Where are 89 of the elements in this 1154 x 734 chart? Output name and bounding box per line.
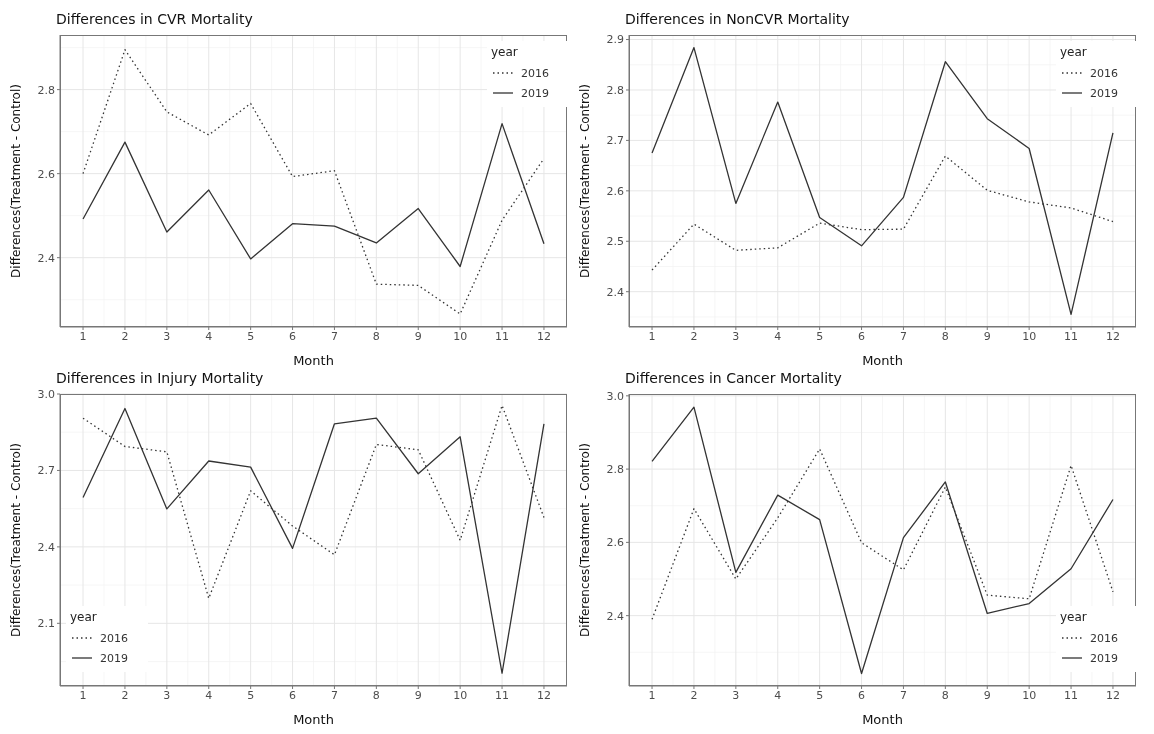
y-tick-label: 2.8: [606, 83, 624, 97]
x-tick-label: 6: [289, 688, 297, 702]
y-tick-label: 2.1: [37, 617, 55, 631]
x-tick-label: 10: [453, 329, 468, 343]
x-tick-label: 5: [247, 688, 255, 702]
x-tick-label: 7: [899, 688, 907, 702]
x-tick-label: 6: [858, 329, 866, 343]
y-axis-title: Differences(Treatment - Control): [9, 84, 24, 278]
y-tick-label: 2.4: [37, 251, 55, 265]
x-tick-label: 9: [983, 688, 991, 702]
legend-title: year: [70, 610, 98, 624]
chart-title: Differences in CVR Mortality: [55, 10, 254, 29]
chart-title: Differences in Injury Mortality: [55, 369, 265, 388]
x-tick-label: 6: [289, 329, 297, 343]
x-tick-label: 1: [79, 329, 87, 343]
x-tick-label: 2: [690, 688, 698, 702]
x-tick-label: 10: [1022, 329, 1037, 343]
x-axis-title: Month: [293, 353, 334, 368]
x-tick-label: 12: [536, 688, 551, 702]
x-axis-title: Month: [862, 712, 903, 727]
x-tick-label: 9: [414, 329, 422, 343]
legend-title: year: [1060, 610, 1088, 624]
x-tick-label: 7: [330, 688, 338, 702]
x-tick-label: 12: [1105, 329, 1120, 343]
x-tick-label: 4: [205, 688, 213, 702]
y-tick-label: 3.0: [606, 389, 624, 403]
y-tick-label: 2.4: [606, 285, 624, 299]
x-tick-label: 11: [495, 329, 510, 343]
x-tick-label: 4: [205, 329, 213, 343]
legend-label: 2019: [521, 86, 549, 100]
legend-label: 2019: [100, 651, 128, 665]
x-tick-label: 11: [1064, 688, 1079, 702]
y-axis-title: Differences(Treatment - Control): [9, 443, 24, 637]
x-tick-label: 7: [899, 329, 907, 343]
x-tick-label: 4: [774, 329, 782, 343]
x-tick-label: 1: [79, 688, 87, 702]
y-tick-label: 2.8: [606, 463, 624, 477]
y-tick-label: 2.7: [37, 464, 55, 478]
x-tick-label: 2: [121, 688, 129, 702]
x-tick-label: 11: [495, 688, 510, 702]
x-tick-label: 9: [983, 329, 991, 343]
y-axis-title: Differences(Treatment - Control): [578, 443, 593, 637]
chart-title: Differences in Cancer Mortality: [624, 369, 843, 388]
x-tick-label: 4: [774, 688, 782, 702]
y-tick-label: 2.6: [37, 167, 55, 181]
x-tick-label: 10: [453, 688, 468, 702]
y-axis-title: Differences(Treatment - Control): [578, 84, 593, 278]
y-tick-label: 2.4: [606, 609, 624, 623]
y-tick-label: 3.0: [37, 387, 55, 401]
x-tick-label: 12: [536, 329, 551, 343]
x-tick-label: 5: [816, 688, 824, 702]
x-tick-label: 3: [163, 329, 171, 343]
x-tick-label: 9: [414, 688, 422, 702]
legend-title: year: [1060, 45, 1088, 59]
y-tick-label: 2.6: [606, 536, 624, 550]
x-axis-title: Month: [293, 712, 334, 727]
legend-label: 2019: [1090, 651, 1118, 665]
x-tick-label: 2: [690, 329, 698, 343]
x-tick-label: 8: [372, 688, 380, 702]
x-tick-label: 3: [732, 688, 740, 702]
x-tick-label: 8: [372, 329, 380, 343]
y-tick-label: 2.4: [37, 540, 55, 554]
x-tick-label: 3: [163, 688, 171, 702]
x-tick-label: 1: [648, 688, 656, 702]
x-tick-label: 1: [648, 329, 656, 343]
legend-label: 2016: [100, 631, 128, 645]
x-axis-title: Month: [862, 353, 903, 368]
x-tick-label: 6: [858, 688, 866, 702]
y-tick-label: 2.6: [606, 184, 624, 198]
legend-label: 2019: [1090, 86, 1118, 100]
x-tick-label: 8: [941, 688, 949, 702]
x-tick-label: 5: [816, 329, 824, 343]
legend-title: year: [491, 45, 519, 59]
legend-label: 2016: [1090, 631, 1118, 645]
y-tick-label: 2.7: [606, 134, 624, 148]
legend-label: 2016: [521, 66, 549, 80]
y-tick-label: 2.8: [37, 83, 55, 97]
x-tick-label: 8: [941, 329, 949, 343]
legend-label: 2016: [1090, 66, 1118, 80]
x-tick-label: 3: [732, 329, 740, 343]
x-tick-label: 2: [121, 329, 129, 343]
x-tick-label: 12: [1105, 688, 1120, 702]
x-tick-label: 7: [330, 329, 338, 343]
y-tick-label: 2.5: [606, 235, 624, 249]
x-tick-label: 11: [1064, 329, 1079, 343]
x-tick-label: 10: [1022, 688, 1037, 702]
chart-title: Differences in NonCVR Mortality: [624, 10, 851, 29]
x-tick-label: 5: [247, 329, 255, 343]
y-tick-label: 2.9: [606, 33, 624, 47]
